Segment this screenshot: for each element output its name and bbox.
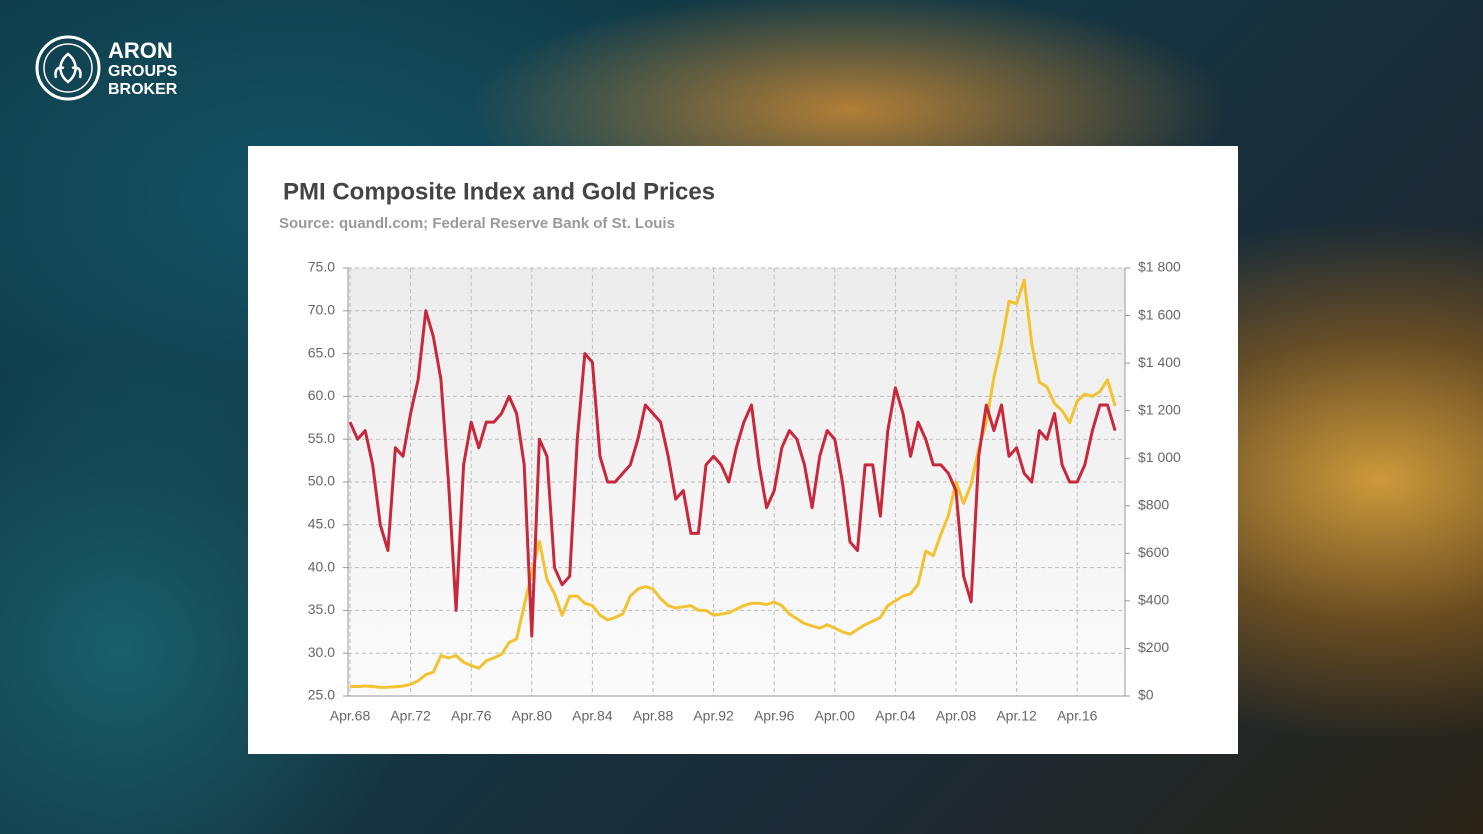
y-tick-label: 65.0 [308,344,335,360]
chart-card: PMI Composite Index and Gold Prices Sour… [248,146,1238,754]
x-tick-label: Apr.92 [693,708,734,724]
x-tick-label: Apr.96 [754,708,795,724]
x-tick-label: Apr.68 [330,708,371,724]
x-tick-label: Apr.04 [875,708,916,724]
logo-ring [35,35,101,101]
x-tick-label: Apr.00 [815,708,856,724]
x-tick-label: Apr.80 [512,708,553,724]
logo-inner-ring [43,43,93,93]
y2-tick-label: $1 000 [1138,449,1181,465]
x-tick-label: Apr.72 [390,708,431,724]
y-tick-label: 60.0 [308,387,335,403]
y2-tick-label: $1 800 [1138,259,1181,275]
y2-tick-label: $200 [1138,639,1169,655]
logo-text: BROKER [108,81,178,98]
y2-tick-label: $1 400 [1138,354,1181,370]
y-tick-label: 50.0 [308,473,335,489]
logo-text: GROUPS [108,63,178,80]
x-tick-label: Apr.88 [633,708,674,724]
x-tick-label: Apr.08 [936,708,977,724]
y2-tick-label: $600 [1138,544,1169,560]
y2-tick-label: $400 [1138,592,1169,608]
x-tick-label: Apr.84 [572,708,613,724]
y2-tick-label: $800 [1138,496,1169,512]
chart: PMI Composite Index and Gold Prices Sour… [279,178,1181,724]
y-tick-label: 45.0 [308,516,335,532]
logo-text: ARON [108,38,173,63]
x-tick-label: Apr.76 [451,708,492,724]
x-tick-label: Apr.16 [1057,708,1098,724]
logo: ARON GROUPS BROKER [35,35,178,101]
y2-tick-label: $0 [1138,687,1154,703]
logo-leaf [54,52,82,84]
y2-tick-label: $1 200 [1138,401,1181,417]
y-tick-label: 30.0 [308,644,335,660]
y-tick-label: 35.0 [308,601,335,617]
y-tick-label: 55.0 [308,430,335,446]
y2-tick-label: $1 600 [1138,306,1181,322]
x-tick-label: Apr.12 [996,708,1037,724]
chart-title: PMI Composite Index and Gold Prices [283,178,715,205]
y-tick-label: 75.0 [308,259,335,275]
y-tick-label: 40.0 [308,558,335,574]
y-tick-label: 25.0 [308,687,335,703]
y-tick-label: 70.0 [308,302,335,318]
data-line [348,309,1117,638]
data-line [350,278,1117,689]
chart-subtitle: Source: quandl.com; Federal Reserve Bank… [279,215,675,232]
